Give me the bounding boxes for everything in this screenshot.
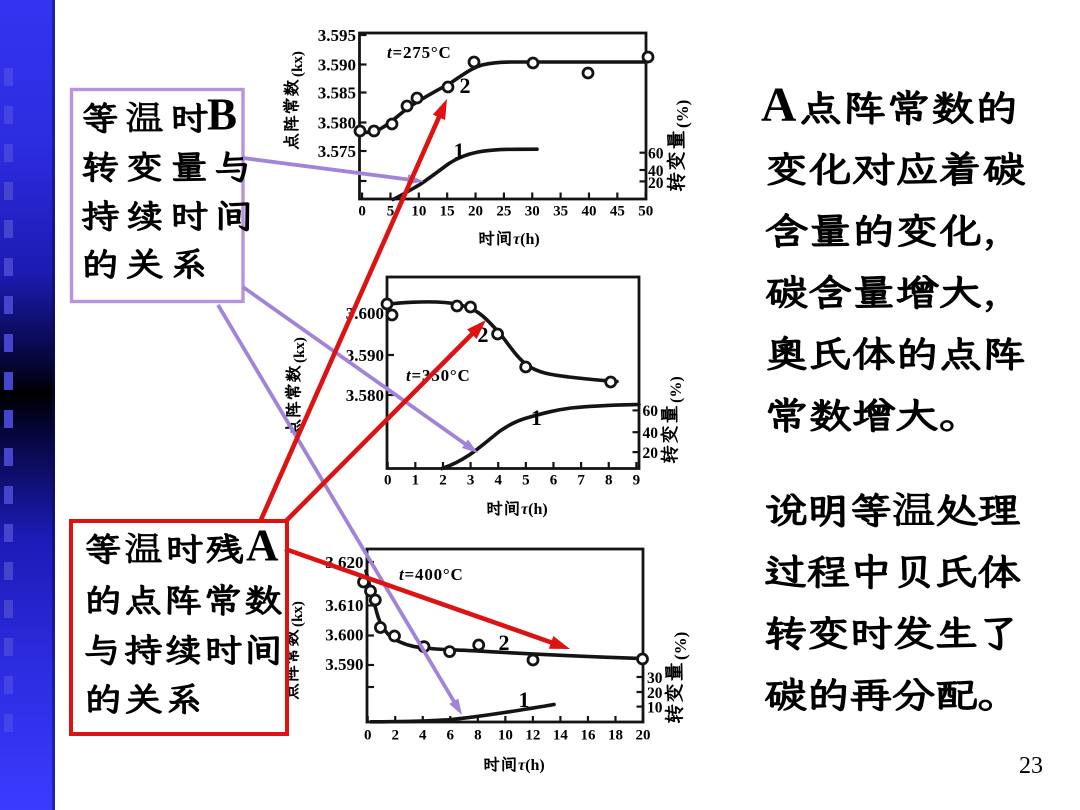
svg-text:(kx): (kx) bbox=[290, 51, 306, 77]
svg-text:B: B bbox=[207, 90, 237, 140]
svg-text:3.580: 3.580 bbox=[346, 386, 384, 405]
svg-text:30: 30 bbox=[647, 670, 663, 687]
svg-text:3: 3 bbox=[467, 473, 475, 489]
svg-text:6: 6 bbox=[447, 728, 455, 744]
svg-text:t=400°C: t=400°C bbox=[399, 565, 464, 584]
svg-text:20: 20 bbox=[648, 175, 664, 192]
svg-text:3.580: 3.580 bbox=[318, 114, 356, 133]
svg-text:2: 2 bbox=[478, 322, 489, 347]
svg-text:1: 1 bbox=[412, 473, 420, 489]
svg-text:40: 40 bbox=[648, 163, 664, 180]
svg-text:10: 10 bbox=[411, 204, 426, 220]
svg-text:20: 20 bbox=[636, 728, 651, 744]
svg-text:τ(h): τ(h) bbox=[513, 231, 540, 248]
svg-text:(%): (%) bbox=[673, 100, 692, 128]
svg-text:A: A bbox=[246, 521, 279, 571]
svg-text:60: 60 bbox=[648, 146, 664, 163]
svg-text:40: 40 bbox=[581, 204, 596, 220]
svg-text:35: 35 bbox=[553, 204, 568, 220]
svg-text:3.590: 3.590 bbox=[325, 655, 363, 674]
svg-text:0: 0 bbox=[384, 473, 392, 489]
svg-text:20: 20 bbox=[647, 685, 663, 702]
svg-text:3.610: 3.610 bbox=[325, 596, 363, 615]
svg-text:45: 45 bbox=[610, 204, 625, 220]
svg-text:1: 1 bbox=[454, 138, 465, 163]
svg-text:A: A bbox=[761, 77, 797, 132]
svg-text:16: 16 bbox=[580, 728, 596, 744]
svg-text:20: 20 bbox=[468, 204, 483, 220]
svg-text:12: 12 bbox=[525, 728, 540, 744]
svg-text:50: 50 bbox=[638, 204, 653, 220]
svg-text:1: 1 bbox=[531, 405, 542, 430]
svg-text:3.595: 3.595 bbox=[318, 26, 356, 45]
svg-text:0: 0 bbox=[358, 204, 366, 220]
svg-text:15: 15 bbox=[440, 204, 455, 220]
svg-text:(%): (%) bbox=[668, 376, 685, 403]
svg-text:1: 1 bbox=[519, 687, 530, 712]
svg-text:3.590: 3.590 bbox=[318, 56, 356, 75]
svg-text:2: 2 bbox=[460, 73, 471, 98]
svg-text:3.600: 3.600 bbox=[325, 626, 363, 645]
svg-text:8: 8 bbox=[605, 473, 613, 489]
svg-text:τ(h): τ(h) bbox=[521, 501, 548, 518]
svg-text:2: 2 bbox=[391, 728, 399, 744]
svg-text:10: 10 bbox=[498, 728, 513, 744]
svg-text:3.575: 3.575 bbox=[318, 142, 356, 161]
svg-text:8: 8 bbox=[474, 728, 482, 744]
svg-text:18: 18 bbox=[608, 728, 623, 744]
svg-text:(kx): (kx) bbox=[292, 337, 308, 363]
svg-text:τ(h): τ(h) bbox=[518, 757, 545, 774]
svg-text:(%): (%) bbox=[671, 632, 690, 660]
svg-text:30: 30 bbox=[525, 204, 540, 220]
svg-text:10: 10 bbox=[647, 700, 663, 717]
svg-text:4: 4 bbox=[494, 473, 502, 489]
svg-text:3.590: 3.590 bbox=[346, 346, 384, 365]
svg-text:2: 2 bbox=[499, 630, 510, 655]
svg-text:20: 20 bbox=[643, 445, 659, 462]
svg-text:6: 6 bbox=[550, 473, 558, 489]
svg-text:14: 14 bbox=[553, 728, 569, 744]
svg-text:3.585: 3.585 bbox=[318, 84, 356, 103]
svg-text:25: 25 bbox=[496, 204, 511, 220]
svg-text:(kx): (kx) bbox=[290, 601, 306, 627]
svg-text:5: 5 bbox=[387, 204, 395, 220]
svg-text:60: 60 bbox=[643, 403, 659, 420]
svg-text:2: 2 bbox=[439, 473, 447, 489]
svg-text:4: 4 bbox=[419, 728, 427, 744]
svg-text:0: 0 bbox=[364, 728, 372, 744]
svg-text:23: 23 bbox=[1019, 753, 1043, 779]
svg-text:t=350°C: t=350°C bbox=[406, 366, 471, 385]
svg-text:t=275°C: t=275°C bbox=[387, 43, 452, 62]
svg-text:5: 5 bbox=[522, 473, 530, 489]
svg-text:7: 7 bbox=[577, 473, 585, 489]
svg-text:40: 40 bbox=[643, 425, 659, 442]
svg-text:9: 9 bbox=[633, 473, 641, 489]
